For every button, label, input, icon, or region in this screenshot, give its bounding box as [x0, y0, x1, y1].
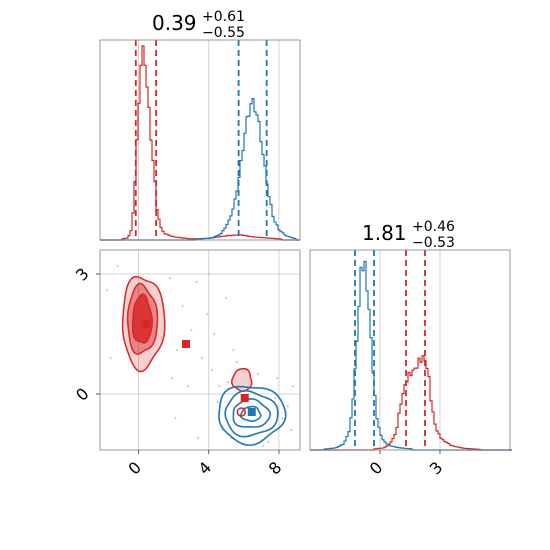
param1-title: 0.39	[152, 11, 197, 35]
panel-param1-frame	[99, 39, 301, 241]
param1-hist-red-line	[100, 45, 300, 241]
scatter-point-grey	[195, 280, 198, 284]
scatter-point-grey	[170, 376, 174, 380]
scatter-point-blue	[256, 372, 259, 376]
scatter-point-blue	[281, 416, 284, 420]
marker-square-red	[240, 394, 249, 402]
joint-x-tick-label: 0	[124, 458, 145, 479]
scatter-point-grey	[205, 312, 209, 316]
param2-title: 1.81	[362, 221, 407, 245]
param1-hist-blue-line	[100, 98, 300, 241]
scatter-point-blue	[267, 440, 270, 444]
joint-x-tick-label: 8	[265, 458, 286, 479]
marker-square-red	[181, 340, 190, 348]
marker-circle-red	[236, 407, 246, 417]
scatter-point-grey	[197, 436, 200, 440]
scatter-point-grey	[232, 348, 235, 352]
panel-joint-frame	[99, 249, 301, 451]
scatter-point-grey	[181, 304, 184, 308]
param2-title-sup: +0.46	[412, 219, 455, 235]
scatter-point-blue	[211, 368, 214, 372]
scatter-point-grey	[169, 276, 172, 280]
contour-blue-middle	[224, 390, 279, 438]
scatter-point-grey	[225, 296, 228, 300]
scatter-point-grey	[218, 384, 221, 388]
contour-blue-core	[239, 405, 262, 422]
joint-y-tick-label: 0	[72, 384, 93, 405]
panel-param1-histogram	[99, 39, 301, 241]
scatter-point-grey	[190, 328, 193, 332]
scatter-point-grey	[176, 348, 179, 352]
scatter-point-grey	[116, 264, 119, 268]
param2-x-tick-label: 0	[366, 458, 387, 479]
param2-hist-red-line	[310, 355, 512, 451]
contour-blue-outer	[218, 385, 287, 447]
marker-square-red	[141, 320, 150, 328]
scatter-point-blue	[226, 380, 230, 384]
joint-y-tick-label: 3	[72, 264, 93, 285]
scatter-point-grey	[186, 384, 189, 388]
panel-joint: 0 4 8 0 3	[72, 249, 301, 479]
scatter-point-blue	[291, 384, 295, 388]
contour-red-inner	[131, 293, 153, 344]
scatter-point-blue	[262, 444, 265, 448]
scatter-point-grey	[212, 332, 216, 336]
contour-blue-inner	[232, 398, 272, 428]
scatter-point-blue	[216, 400, 219, 404]
joint-x-tick-label: 4	[195, 458, 216, 479]
scatter-point-blue	[290, 428, 293, 432]
param2-x-tick-label: 3	[426, 458, 447, 479]
scatter-point-blue	[286, 404, 289, 408]
scatter-point-blue	[274, 396, 277, 400]
scatter-point-grey	[109, 356, 112, 360]
panel-param2-frame	[309, 249, 511, 451]
contour-red-outer	[230, 367, 253, 392]
scatter-point-blue	[235, 360, 238, 364]
marker-square-blue	[247, 408, 256, 416]
param1-title-sub: −0.55	[202, 25, 245, 41]
scatter-point-blue	[276, 376, 279, 380]
param2-hist-blue-line	[310, 260, 512, 451]
scatter-point-grey	[200, 356, 203, 360]
scatter-point-grey	[105, 288, 109, 292]
scatter-point-grey	[174, 416, 177, 420]
scatter-point-grey	[207, 272, 210, 276]
param1-title-sup: +0.61	[202, 9, 245, 25]
param2-title-sub: −0.53	[412, 235, 455, 251]
